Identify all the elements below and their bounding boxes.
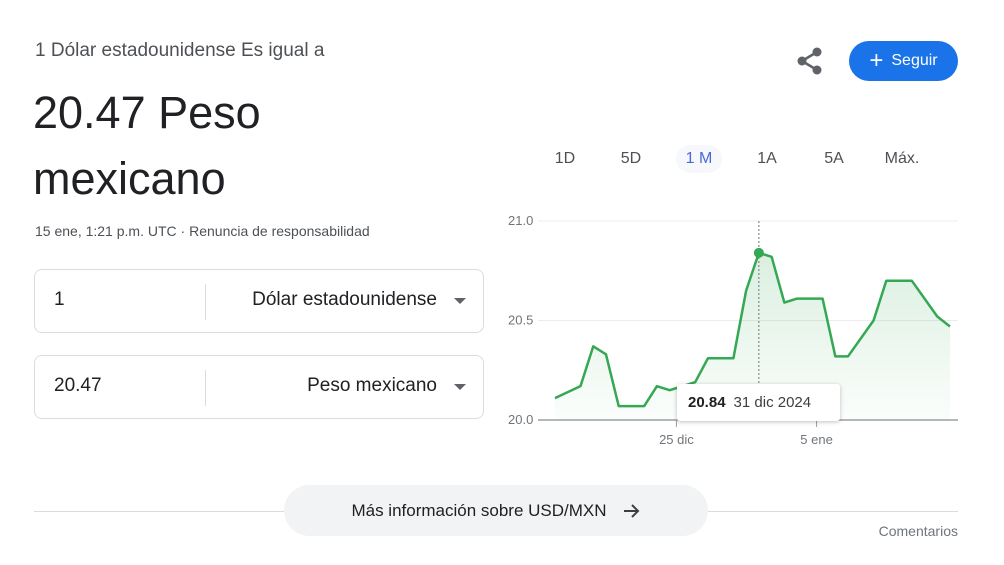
from-currency-select[interactable]: Dólar estadounidense [252,289,437,310]
highlight-point [753,247,764,258]
plus-icon: + [869,47,884,74]
timestamp-line: 15 ene, 1:21 p.m. UTC · Renuncia de resp… [35,223,370,239]
tooltip-date: 31 dic 2024 [733,394,812,411]
tab-1m[interactable]: 1 M [676,145,722,173]
more-info-button[interactable]: Más información sobre USD/MXN [284,485,708,536]
chart-series-line [554,251,951,408]
arrow-right-icon [623,503,639,518]
follow-button[interactable]: + Seguir [849,41,958,81]
from-amount-input[interactable]: 1 [54,289,65,310]
from-currency-row: 1 Dólar estadounidense [34,269,484,333]
tooltip-value: 20.84 [688,394,726,411]
more-info-label: Más información sobre USD/MXN [351,500,607,520]
divider [205,284,206,320]
dropdown-caret-icon[interactable] [454,384,466,390]
feedback-link[interactable]: Comentarios [878,523,958,539]
tab-max[interactable]: Máx. [884,150,920,167]
y-tick-label: 20.0 [508,412,533,427]
dropdown-caret-icon[interactable] [454,298,466,304]
to-currency-select[interactable]: Peso mexicano [307,375,437,396]
chart-area-fill [555,252,950,420]
timestamp: 15 ene, 1:21 p.m. UTC [35,223,177,239]
x-tick-label: 5 ene [800,432,833,447]
x-tick-label: 25 dic [659,432,694,447]
y-tick-label: 20.5 [508,313,533,328]
tab-1a[interactable]: 1A [757,150,777,167]
to-currency-row: 20.47 Peso mexicano [34,355,484,419]
separator: · [176,223,190,239]
to-amount-input[interactable]: 20.47 [54,375,102,396]
tab-1d[interactable]: 1D [554,150,576,167]
tab-5d[interactable]: 5D [620,150,642,167]
disclaimer-link[interactable]: Renuncia de responsabilidad [189,223,370,239]
chart-tooltip: 20.84 31 dic 2024 [677,384,840,421]
divider [205,370,206,406]
conversion-result: 20.47 Peso mexicano [33,87,261,204]
follow-label: Seguir [891,52,938,69]
share-icon[interactable] [795,46,825,76]
conversion-subtitle: 1 Dólar estadounidense Es igual a [35,40,325,61]
tab-5a[interactable]: 5A [824,150,844,167]
y-tick-label: 21.0 [508,213,533,228]
